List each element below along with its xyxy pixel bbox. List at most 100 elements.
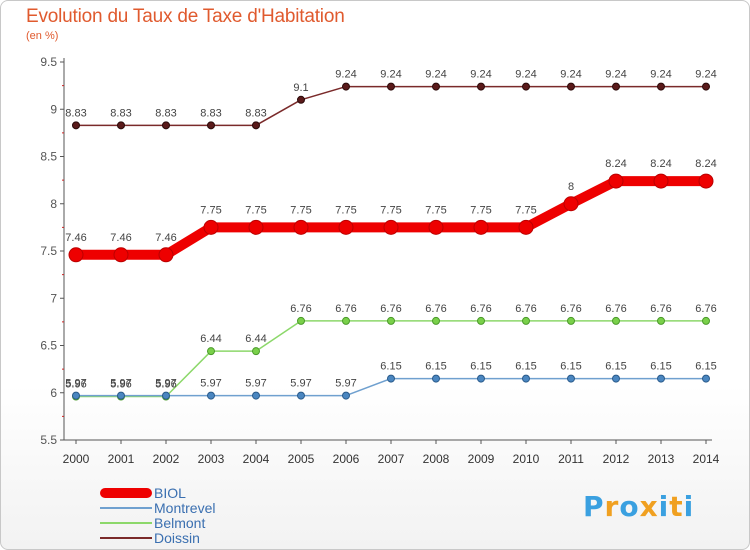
data-label-montrevel: 5.97 — [200, 378, 221, 390]
x-tick-label: 2014 — [693, 452, 720, 466]
data-point-belmont — [252, 347, 260, 356]
data-label-belmont: 6.76 — [290, 303, 311, 315]
logo-letter: i — [683, 490, 695, 523]
data-label-montrevel: 6.15 — [470, 361, 491, 373]
x-tick-label: 2007 — [378, 452, 405, 466]
legend-item-doissin: Doissin — [100, 531, 300, 546]
y-tick-label: 5.5 — [40, 433, 57, 447]
data-label-belmont: 6.44 — [245, 333, 266, 345]
data-label-biol: 7.46 — [65, 232, 86, 244]
legend-swatch — [100, 488, 152, 498]
data-label-biol: 8.24 — [650, 158, 671, 170]
data-point-belmont — [297, 316, 305, 325]
data-label-belmont: 6.76 — [515, 303, 536, 315]
legend-label: BIOL — [154, 485, 186, 501]
data-point-doissin — [252, 121, 260, 130]
data-label-belmont: 6.76 — [380, 303, 401, 315]
data-label-belmont: 5.96 — [155, 379, 176, 391]
legend-label: Montrevel — [154, 500, 216, 516]
data-point-doissin — [432, 82, 440, 91]
data-label-belmont: 5.96 — [65, 379, 86, 391]
data-point-doissin — [702, 82, 710, 91]
data-label-doissin: 9.24 — [560, 69, 581, 81]
data-point-doissin — [297, 95, 305, 104]
data-point-biol — [653, 173, 669, 189]
data-label-montrevel: 6.15 — [605, 361, 626, 373]
data-point-montrevel — [612, 374, 620, 383]
data-label-doissin: 9.24 — [425, 69, 446, 81]
data-label-montrevel: 5.97 — [245, 378, 266, 390]
data-label-belmont: 6.44 — [200, 333, 221, 345]
data-label-belmont: 6.76 — [425, 303, 446, 315]
data-label-montrevel: 5.97 — [110, 378, 131, 390]
data-point-montrevel — [252, 391, 260, 400]
chart-title: Evolution du Taux de Taxe d'Habitation — [26, 6, 345, 27]
chart-unit: (en %) — [26, 30, 59, 42]
data-label-doissin: 9.24 — [515, 69, 536, 81]
data-label-montrevel: 6.15 — [380, 361, 401, 373]
data-label-montrevel: 6.15 — [650, 361, 671, 373]
data-point-biol — [293, 219, 309, 235]
data-point-doissin — [117, 121, 125, 130]
data-label-doissin: 8.83 — [110, 107, 131, 119]
data-label-belmont: 6.76 — [605, 303, 626, 315]
data-label-biol: 7.75 — [470, 204, 491, 216]
x-tick-label: 2003 — [198, 452, 225, 466]
data-point-biol — [563, 196, 579, 212]
x-tick-label: 2008 — [423, 452, 450, 466]
data-point-biol — [68, 247, 84, 263]
data-label-belmont: 6.76 — [695, 303, 716, 315]
data-point-belmont — [567, 316, 575, 325]
y-tick-label: 6.5 — [40, 339, 57, 353]
x-tick-label: 2013 — [648, 452, 675, 466]
data-point-montrevel — [477, 374, 485, 383]
data-point-doissin — [477, 82, 485, 91]
data-label-biol: 7.75 — [245, 204, 266, 216]
data-point-biol — [338, 219, 354, 235]
data-point-biol — [698, 173, 714, 189]
data-label-doissin: 8.83 — [200, 107, 221, 119]
data-point-doissin — [207, 121, 215, 130]
data-point-montrevel — [342, 391, 350, 400]
data-label-montrevel: 6.15 — [695, 361, 716, 373]
data-point-biol — [473, 219, 489, 235]
logo-letter: o — [619, 490, 640, 523]
proxiti-logo: Proxiti — [583, 490, 694, 523]
data-label-belmont: 6.76 — [650, 303, 671, 315]
data-point-montrevel — [207, 391, 215, 400]
data-label-montrevel: 6.15 — [560, 361, 581, 373]
y-tick-label: 8 — [50, 197, 57, 211]
data-label-montrevel: 5.97 — [155, 378, 176, 390]
x-tick-label: 2009 — [468, 452, 495, 466]
x-tick-label: 2000 — [63, 452, 90, 466]
x-tick-label: 2004 — [243, 452, 270, 466]
data-point-montrevel — [162, 391, 170, 400]
x-tick-label: 2011 — [558, 452, 584, 466]
data-label-biol: 7.46 — [110, 232, 131, 244]
legend-swatch — [100, 507, 152, 509]
data-label-montrevel: 6.15 — [425, 361, 446, 373]
data-point-montrevel — [702, 374, 710, 383]
logo-letter: x — [639, 490, 659, 523]
legend-item-montrevel: Montrevel — [100, 501, 300, 516]
legend-item-belmont: Belmont — [100, 516, 300, 531]
y-tick-label: 8.5 — [40, 150, 57, 164]
x-tick-label: 2012 — [603, 452, 630, 466]
x-tick-label: 2005 — [288, 452, 315, 466]
y-tick-label: 7.5 — [40, 244, 57, 258]
data-point-biol — [203, 219, 219, 235]
data-point-doissin — [72, 121, 80, 130]
data-label-biol: 7.75 — [425, 204, 446, 216]
data-point-belmont — [702, 316, 710, 325]
data-point-doissin — [657, 82, 665, 91]
y-tick-label: 9.5 — [40, 55, 57, 69]
y-tick-label: 7 — [50, 291, 57, 305]
data-label-doissin: 9.24 — [335, 69, 356, 81]
data-point-belmont — [342, 316, 350, 325]
data-point-montrevel — [567, 374, 575, 383]
data-point-belmont — [207, 347, 215, 356]
data-label-doissin: 8.83 — [65, 107, 86, 119]
data-point-montrevel — [432, 374, 440, 383]
data-label-belmont: 6.76 — [560, 303, 581, 315]
legend-swatch — [100, 522, 152, 524]
